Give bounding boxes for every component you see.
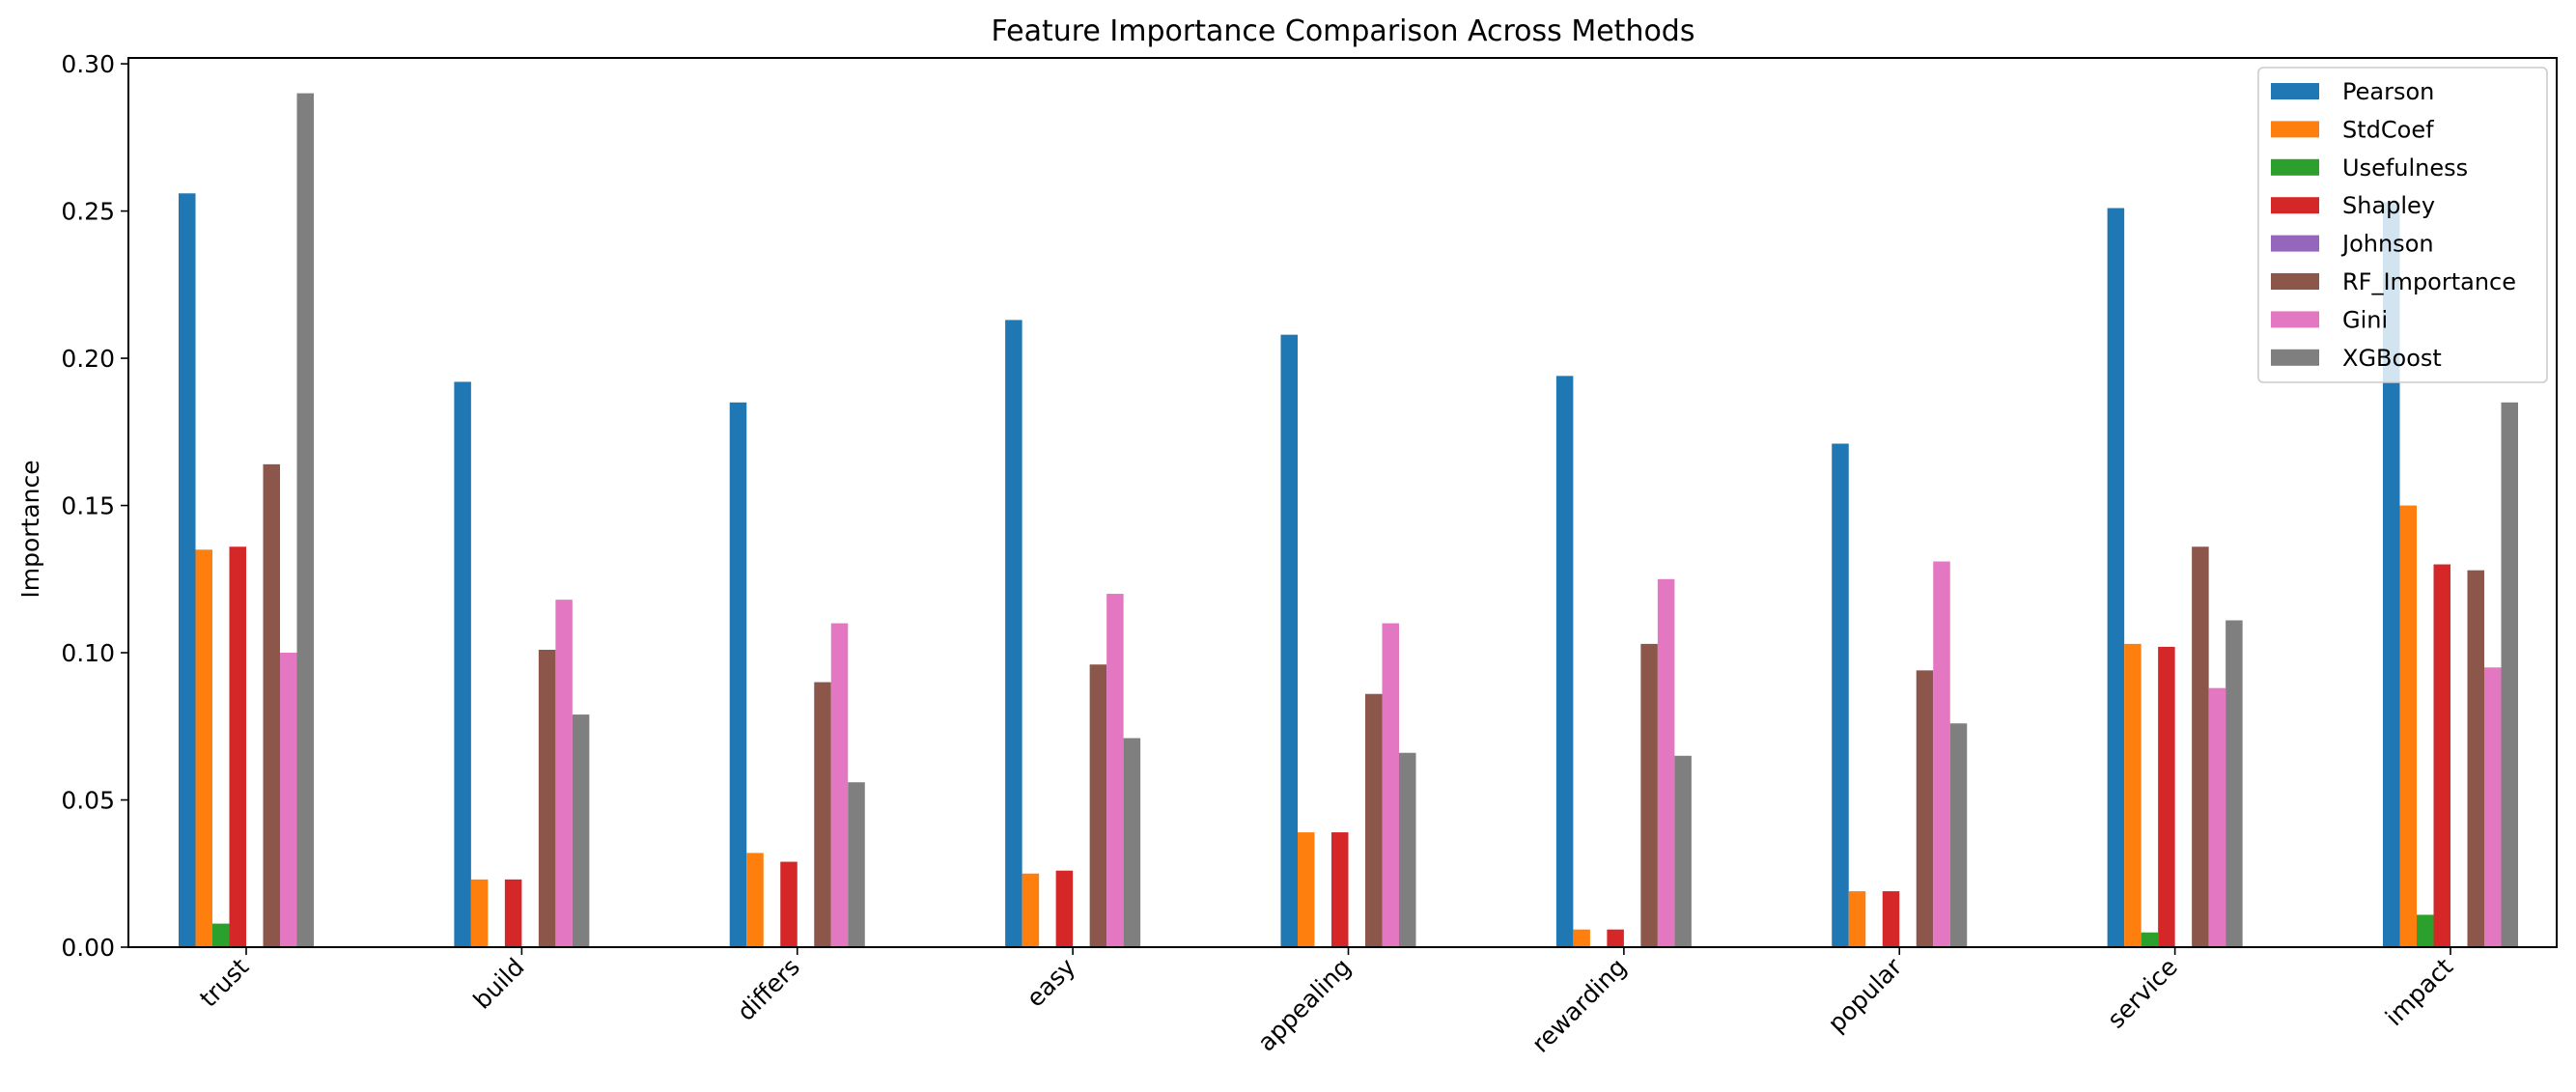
y-tick-label: 0.15 (61, 492, 115, 520)
y-tick-label: 0.05 (61, 787, 115, 815)
bar-rf-importance-popular (1916, 670, 1934, 947)
bar-stdcoef-trust (195, 549, 212, 947)
legend-swatch-gini (2271, 311, 2319, 328)
legend-label-johnson: Johnson (2340, 231, 2434, 258)
y-tick-label: 0.20 (61, 345, 115, 373)
legend-label-shapley: Shapley (2342, 192, 2435, 219)
bar-gini-easy (1106, 594, 1124, 947)
chart-title: Feature Importance Comparison Across Met… (992, 14, 1695, 48)
x-tick-label-trust: trust (194, 953, 254, 1013)
bar-gini-service (2208, 687, 2226, 947)
bar-stdcoef-rewarding (1573, 929, 1590, 947)
bar-shapley-rewarding (1607, 929, 1624, 947)
bar-xgboost-appealing (1399, 752, 1416, 947)
bar-shapley-easy (1055, 870, 1074, 947)
bar-gini-appealing (1382, 623, 1399, 947)
legend-label-stdcoef: StdCoef (2342, 116, 2434, 143)
legend-label-usefulness: Usefulness (2342, 154, 2468, 182)
x-tick-label-service: service (2102, 953, 2183, 1034)
bar-shapley-service (2158, 646, 2175, 947)
legend-label-pearson: Pearson (2342, 78, 2434, 105)
bar-stdcoef-build (470, 879, 489, 947)
legend-label-xgboost: XGBoost (2342, 345, 2442, 372)
bar-pearson-trust (179, 193, 196, 947)
legend-swatch-johnson (2271, 235, 2319, 252)
bar-stdcoef-service (2124, 643, 2142, 947)
y-tick-label: 0.00 (61, 934, 115, 962)
bar-xgboost-build (572, 714, 590, 947)
bar-gini-trust (280, 653, 297, 947)
plot-frame (127, 57, 2558, 948)
bar-rf-importance-service (2192, 546, 2209, 947)
bar-shapley-appealing (1331, 832, 1349, 947)
legend: Pearson StdCoef Usefulness Shapley Johnson RF… (2257, 67, 2548, 383)
legend-swatch-stdcoef (2271, 121, 2319, 138)
bar-pearson-popular (1832, 443, 1849, 947)
bar-usefulness-impact (2417, 914, 2434, 947)
bar-stdcoef-differs (746, 853, 764, 947)
x-tick-label-build: build (468, 953, 530, 1015)
legend-swatch-shapley (2271, 197, 2319, 214)
bar-gini-differs (830, 623, 849, 947)
bar-xgboost-differs (848, 782, 865, 947)
bar-stdcoef-easy (1022, 873, 1040, 947)
bar-shapley-build (504, 879, 522, 947)
bar-rf-importance-build (538, 649, 556, 947)
bar-gini-impact (2484, 667, 2502, 947)
bar-shapley-impact (2433, 564, 2450, 947)
bar-pearson-differs (729, 402, 747, 947)
x-tick-label-rewarding: rewarding (1526, 953, 1632, 1058)
bar-rf-importance-impact (2467, 570, 2484, 947)
bar-pearson-impact (2383, 202, 2400, 947)
bar-pearson-build (454, 381, 471, 948)
bar-rf-importance-easy (1089, 664, 1107, 947)
bar-rf-importance-differs (814, 682, 831, 947)
bar-pearson-appealing (1280, 334, 1298, 947)
bars-layer (179, 93, 2518, 948)
x-tick-label-differs: differs (732, 953, 805, 1026)
x-tick-label-impact: impact (2380, 953, 2458, 1031)
bar-rf-importance-rewarding (1640, 643, 1658, 947)
legend-swatch-rf-importance (2271, 273, 2319, 290)
x-tick-label-popular: popular (1823, 952, 1908, 1037)
legend-swatch-usefulness (2271, 158, 2319, 176)
bar-pearson-service (2107, 208, 2125, 947)
bar-shapley-popular (1882, 891, 1900, 947)
legend-box (2257, 67, 2548, 383)
bar-xgboost-service (2226, 620, 2243, 947)
bar-stdcoef-popular (1848, 891, 1866, 947)
y-axis-label: Importance (16, 460, 44, 598)
bar-pearson-rewarding (1555, 376, 1574, 947)
bar-xgboost-rewarding (1674, 755, 1692, 947)
bar-usefulness-trust (212, 923, 230, 947)
y-tick-label: 0.30 (61, 50, 115, 78)
legend-swatch-xgboost (2271, 349, 2319, 366)
bar-gini-popular (1933, 561, 1950, 947)
bar-shapley-trust (229, 546, 246, 947)
bar-stdcoef-impact (2399, 505, 2417, 947)
bar-xgboost-easy (1123, 738, 1141, 947)
y-tick-label: 0.10 (61, 639, 115, 667)
bar-rf-importance-trust (263, 463, 280, 947)
bar-xgboost-popular (1949, 723, 1968, 947)
bar-pearson-easy (1005, 320, 1022, 947)
x-tick-label-appealing: appealing (1252, 953, 1357, 1057)
bar-gini-build (555, 600, 573, 947)
bar-rf-importance-appealing (1365, 693, 1383, 947)
bar-xgboost-impact (2501, 402, 2518, 947)
bar-usefulness-service (2141, 932, 2159, 947)
y-tick-label: 0.25 (61, 198, 115, 226)
legend-label-rf-importance: RF_Importance (2342, 268, 2516, 295)
bar-shapley-differs (780, 861, 798, 947)
bar-stdcoef-appealing (1298, 832, 1315, 947)
legend-label-gini: Gini (2342, 306, 2388, 333)
x-tick-label-easy: easy (1021, 953, 1080, 1013)
bar-xgboost-trust (296, 93, 314, 948)
legend-swatch-pearson (2271, 83, 2319, 99)
bar-gini-rewarding (1657, 578, 1675, 947)
